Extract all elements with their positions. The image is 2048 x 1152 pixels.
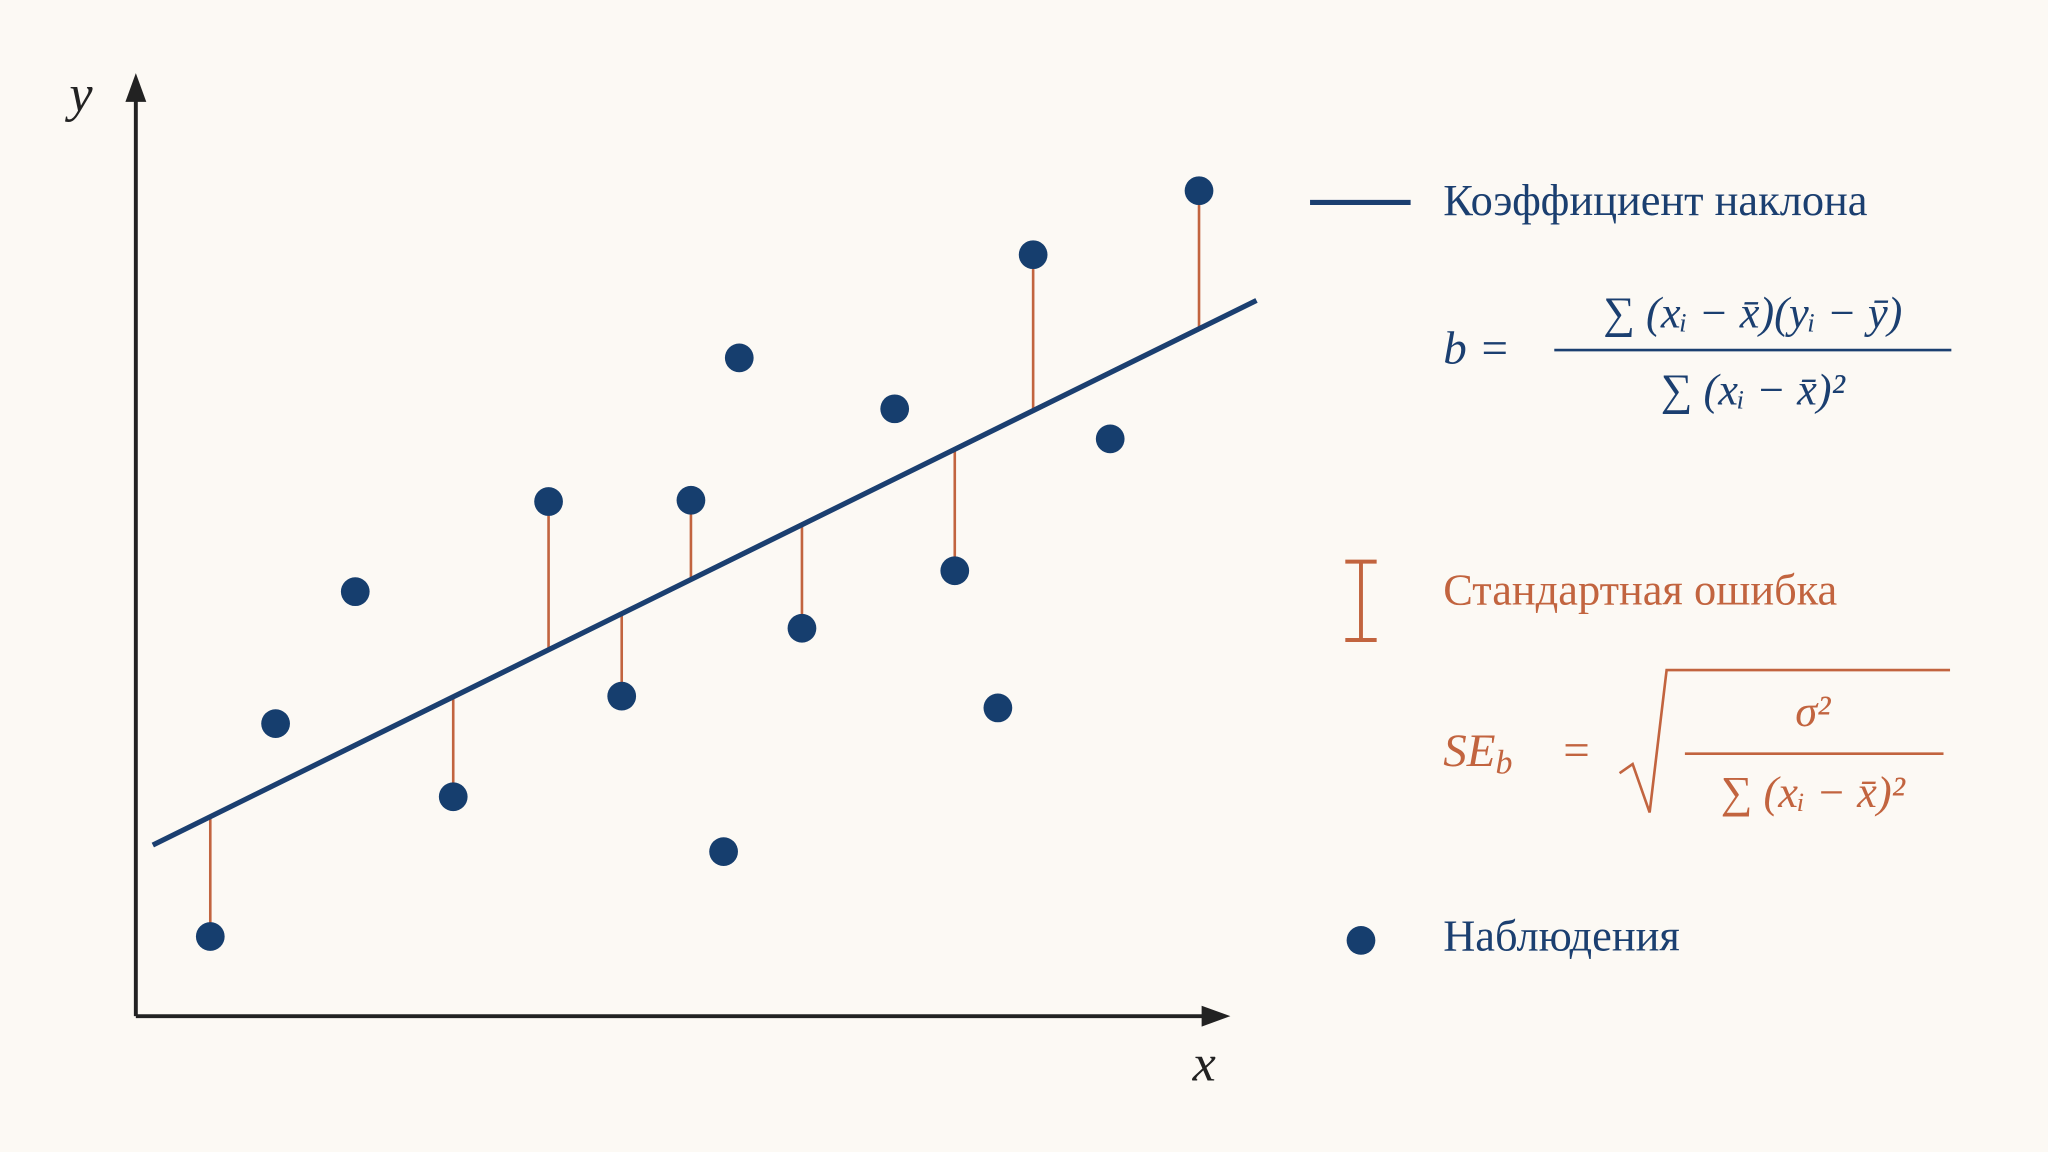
formula-lhs: b = <box>1443 322 1510 374</box>
legend: Коэффициент наклона b = ∑ (xᵢ − x̄)(yᵢ −… <box>1310 175 1952 961</box>
observation-dot <box>261 709 290 738</box>
formula-numerator: ∑ (xᵢ − x̄)(yᵢ − ȳ) <box>1603 288 1902 338</box>
regression-line <box>151 298 1258 848</box>
legend-error-bar-icon <box>1345 559 1377 642</box>
y-axis-arrow <box>125 73 147 102</box>
observation-dot <box>1184 176 1214 206</box>
observation-dot <box>709 837 738 866</box>
observation-dot <box>724 343 754 373</box>
legend-label: Коэффициент наклона <box>1443 175 1868 225</box>
formula-subscript: b <box>1495 744 1512 781</box>
observation-dot <box>534 487 563 516</box>
formula-equals: = <box>1563 725 1590 777</box>
formula-denominator: ∑ (xᵢ − x̄)² <box>1721 767 1906 817</box>
observation-dot <box>787 613 817 643</box>
formula-symbol: SE <box>1443 725 1495 777</box>
observation-dot <box>438 782 468 812</box>
x-axis-label: x <box>1192 1034 1216 1092</box>
observation-dot <box>880 394 910 424</box>
formula-denominator: ∑ (xᵢ − x̄)² <box>1661 365 1846 415</box>
observation-dot <box>940 556 970 586</box>
legend-dot-icon <box>1346 926 1376 955</box>
observation-dot <box>1095 424 1125 454</box>
observation-dot <box>340 577 370 607</box>
observation-dot <box>983 693 1013 723</box>
formula-lhs: SEb <box>1443 725 1512 781</box>
formula-numerator: σ² <box>1795 686 1831 736</box>
legend-label: Стандартная ошибка <box>1443 564 1837 614</box>
y-axis-label: y <box>64 65 93 123</box>
legend-label: Наблюдения <box>1443 911 1680 961</box>
observation-dot <box>195 922 225 951</box>
observation-dot <box>676 485 706 515</box>
radical <box>1618 668 1951 813</box>
plot-area: y x <box>64 65 1258 1092</box>
observation-dot <box>1018 240 1048 270</box>
x-axis-arrow <box>1201 1005 1231 1027</box>
observation-dot <box>607 681 637 711</box>
